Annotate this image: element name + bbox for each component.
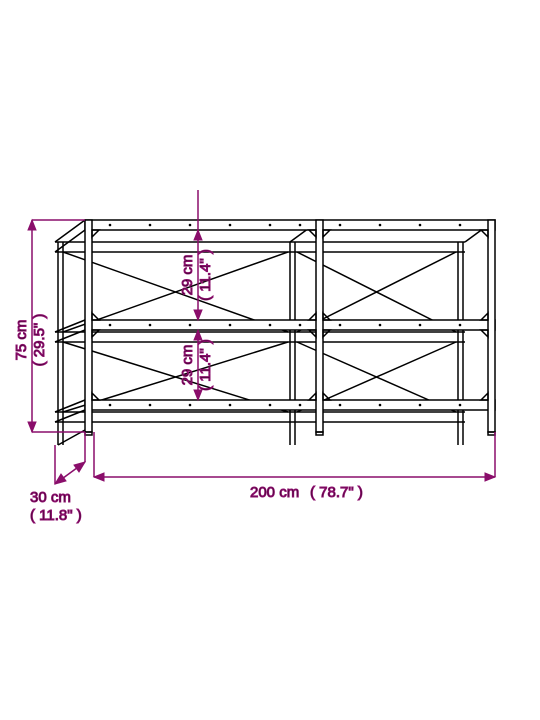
dim-gap-lower-in: ( 11.4" ) — [197, 339, 214, 391]
dim-width-cm: 200 cm — [250, 484, 299, 501]
dim-depth-cm: 30 cm — [30, 489, 71, 506]
dim-height-cm: 75 cm — [13, 320, 30, 361]
dim-gap-lower-cm: 29 cm — [179, 345, 196, 386]
dim-depth-in: ( 11.8" ) — [30, 507, 82, 524]
back-structure — [55, 242, 465, 445]
dim-gap-upper-cm: 29 cm — [179, 255, 196, 296]
dim-gap-lower: 29 cm ( 11.4" ) — [179, 330, 214, 400]
dim-height-in: ( 29.5" ) — [31, 314, 48, 367]
dimension-drawing: 75 cm ( 29.5" ) 29 cm ( 11.4" ) 29 cm ( … — [0, 0, 540, 720]
rivets — [109, 224, 462, 407]
dim-width-in: ( 78.7" ) — [310, 484, 363, 501]
console-table — [55, 220, 495, 445]
dim-gap-upper: 29 cm ( 11.4" ) — [179, 190, 214, 320]
dim-depth: 30 cm ( 11.8" ) — [30, 432, 85, 524]
dim-gap-upper-in: ( 11.4" ) — [197, 249, 214, 301]
